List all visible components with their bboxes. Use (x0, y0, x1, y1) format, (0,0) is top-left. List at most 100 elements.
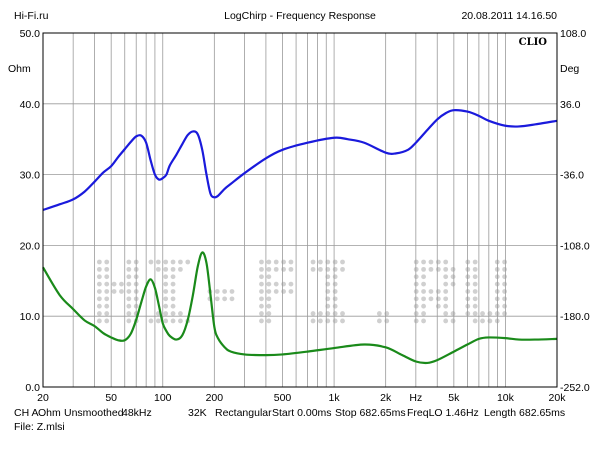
x-tick-label: 20k (549, 392, 567, 404)
plot-frame (42, 32, 558, 388)
watermark-dot (318, 318, 323, 324)
watermark-dot (96, 281, 102, 287)
watermark-dot (450, 274, 456, 280)
watermark-dot (428, 296, 434, 302)
x-tick-label: 2k (380, 392, 392, 404)
watermark-dot (318, 266, 323, 272)
y-axis-left: 0.0 10.0 20.0 30.0 40.0 50.0 (20, 28, 41, 394)
watermark-dot (155, 259, 161, 265)
watermark-dot (126, 318, 132, 324)
watermark-dot (288, 259, 294, 265)
watermark-dot (266, 311, 272, 316)
watermark-dot (502, 266, 508, 272)
watermark-dot (266, 281, 272, 287)
watermark-dot (148, 318, 154, 324)
watermark-dot (229, 289, 235, 294)
y-left-tick-label: 10.0 (20, 311, 41, 323)
watermark-dot (104, 303, 110, 309)
watermark-dot (435, 303, 441, 309)
watermark-dot (170, 296, 176, 302)
footer-item: FreqLO 1.46Hz (407, 407, 479, 419)
watermark-dot (435, 259, 441, 265)
watermark-dot (443, 266, 449, 272)
watermark-dot (310, 311, 316, 316)
footer-item: 48kHz (122, 407, 152, 419)
watermark-dot (163, 289, 169, 294)
watermark-dot (170, 303, 176, 309)
watermark-dot (170, 281, 176, 287)
watermark-dot (104, 266, 110, 272)
y-right-tick-label: -108.0 (560, 240, 590, 252)
watermark-dot (281, 259, 286, 265)
watermark-dot (435, 289, 441, 294)
watermark-dot (170, 289, 176, 294)
watermark-dot (111, 289, 117, 294)
watermark-dot (421, 289, 426, 294)
watermark-dot (259, 318, 264, 324)
watermark-dot (111, 281, 117, 287)
y-left-tick-label: 20.0 (20, 240, 41, 252)
watermark-dot (185, 259, 191, 265)
footer-item: CH A (14, 407, 39, 419)
watermark-dot (443, 289, 449, 294)
watermark-dot (281, 289, 286, 294)
watermark-dot (163, 274, 169, 280)
watermark-dot (376, 318, 382, 324)
watermark-dot (480, 311, 485, 316)
watermark-dot (443, 296, 449, 302)
watermark-dot (443, 303, 449, 309)
watermark-dot (163, 318, 169, 324)
x-tick-label: 200 (206, 392, 224, 404)
watermark-dot (104, 289, 110, 294)
watermark-dot (259, 296, 264, 302)
watermark-dot (163, 259, 169, 265)
watermark-dot (472, 266, 478, 272)
watermark-dot (435, 296, 441, 302)
watermark-dot (332, 303, 338, 309)
footer-item: Start 0.00ms (272, 407, 332, 419)
watermark-dot (259, 289, 264, 294)
watermark-dot (421, 281, 426, 287)
watermark-dot (502, 274, 508, 280)
x-tick-label: 1k (329, 392, 341, 404)
watermark-dot (104, 274, 110, 280)
watermark-dot (421, 318, 426, 324)
watermark-dot (126, 303, 132, 309)
y-left-tick-label: 30.0 (20, 170, 41, 182)
watermark-dot (155, 266, 161, 272)
watermark-dot (310, 318, 316, 324)
watermark-dot (421, 259, 426, 265)
watermark-dot (450, 318, 456, 324)
footer-item: Stop 682.65ms (335, 407, 406, 419)
watermark-dot (104, 311, 110, 316)
watermark-dot (502, 296, 508, 302)
watermark-dot (310, 266, 316, 272)
watermark-dot (170, 266, 176, 272)
watermark-dot (96, 318, 102, 324)
watermark-dot (450, 311, 456, 316)
watermark-dot (384, 311, 390, 316)
y-right-tick-label: -252.0 (560, 382, 590, 394)
watermark-dot (332, 259, 338, 265)
footer-item: Length 682.65ms (484, 407, 565, 419)
y-right-tick-label: -36.0 (560, 170, 584, 182)
watermark-dot (472, 296, 478, 302)
watermark-dot (428, 289, 434, 294)
watermark-dot (443, 274, 449, 280)
watermark-dot (332, 289, 338, 294)
watermark-dot (472, 289, 478, 294)
watermark-dot (340, 266, 345, 272)
watermark-dot (273, 266, 279, 272)
watermark-dot (472, 274, 478, 280)
watermark-dot (472, 303, 478, 309)
watermark-dot (96, 303, 102, 309)
watermark-dot (229, 296, 235, 302)
header-date: 20.08.2011 14.16.50 (461, 10, 557, 22)
watermark-dot (259, 259, 264, 265)
watermark-dot (259, 281, 264, 287)
watermark-dot (163, 296, 169, 302)
watermark-dot (281, 266, 286, 272)
watermark-dot (281, 281, 286, 287)
watermark-dot (126, 311, 132, 316)
